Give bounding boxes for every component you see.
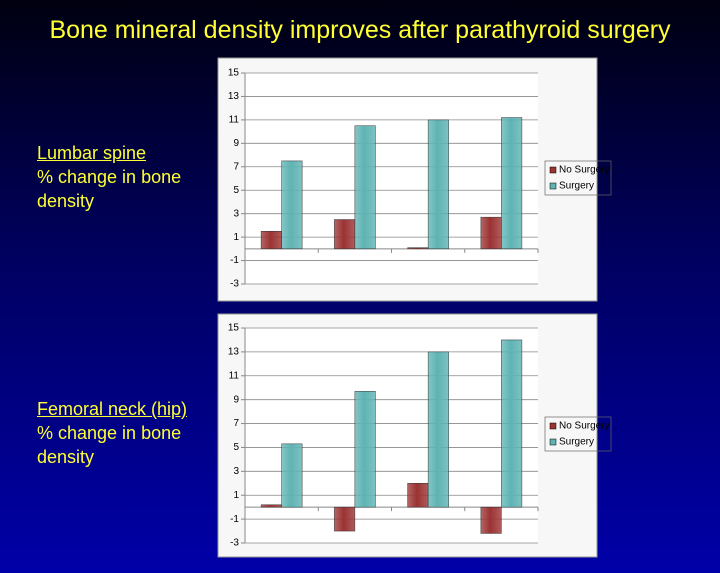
y-tick-label: 15: [228, 68, 240, 79]
legend-swatch: [549, 422, 557, 430]
y-tick-label: 1: [233, 490, 239, 501]
y-tick-label: 3: [233, 466, 239, 477]
bar: [354, 125, 376, 250]
y-tick-label: 7: [233, 418, 239, 429]
legend-label: No Surgery: [559, 421, 610, 432]
y-tick-label: 11: [229, 115, 240, 126]
legend-box: [544, 416, 612, 452]
side-heading: Femoral neck (hip): [37, 399, 188, 419]
y-tick-label: -1: [230, 255, 239, 266]
bar: [281, 443, 303, 508]
y-tick-label: 5: [233, 442, 239, 453]
bar: [260, 231, 282, 250]
bar: [354, 391, 376, 508]
legend-swatch: [549, 166, 557, 174]
side-heading: Lumbar spine: [37, 143, 147, 163]
legend-label: No Surgery: [559, 165, 610, 176]
y-tick-label: 9: [233, 394, 239, 405]
side-label: Lumbar spine % change in bone density: [37, 141, 207, 213]
side-label: Femoral neck (hip) % change in bone dens…: [37, 397, 207, 469]
side-text: % change in bone density: [37, 423, 182, 467]
bar: [407, 247, 429, 250]
legend-label: Surgery: [559, 437, 594, 448]
y-tick-label: 11: [229, 370, 240, 381]
y-tick-label: 9: [233, 138, 239, 149]
y-tick-label: 1: [233, 232, 239, 243]
legend-box: [544, 160, 612, 196]
y-tick-label: 13: [228, 347, 240, 358]
y-tick-label: 13: [228, 91, 240, 102]
legend-label: Surgery: [559, 181, 594, 192]
bar: [281, 160, 303, 250]
bar: [407, 483, 429, 508]
y-tick-label: 15: [228, 323, 240, 334]
y-tick-label: -3: [230, 538, 239, 549]
y-tick-label: 5: [233, 185, 239, 196]
bar: [427, 351, 449, 508]
bar: [480, 506, 502, 534]
y-tick-label: -3: [230, 279, 239, 290]
y-tick-label: 3: [233, 208, 239, 219]
legend-swatch: [549, 182, 557, 190]
bar: [480, 216, 502, 250]
bar: [334, 506, 356, 532]
y-tick-label: -1: [230, 514, 239, 525]
bar: [501, 117, 523, 250]
slide-title: Bone mineral density improves after para…: [49, 16, 671, 44]
bar: [260, 504, 282, 508]
side-text: % change in bone density: [37, 167, 182, 211]
bar: [501, 339, 523, 508]
y-tick-label: 7: [233, 161, 239, 172]
bar: [334, 219, 356, 250]
legend-swatch: [549, 438, 557, 446]
bar: [427, 119, 449, 250]
